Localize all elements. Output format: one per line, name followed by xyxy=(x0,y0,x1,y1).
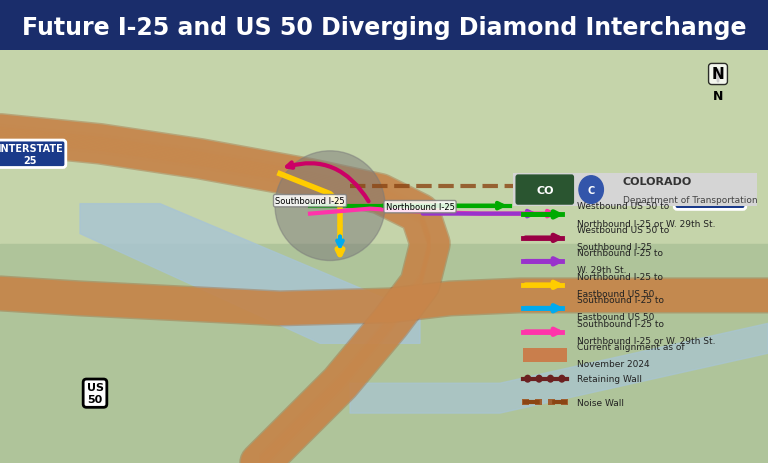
Text: US
50: US 50 xyxy=(87,382,104,404)
Text: INTERSTATE
25: INTERSTATE 25 xyxy=(677,186,743,207)
Circle shape xyxy=(559,375,564,382)
FancyBboxPatch shape xyxy=(561,399,568,406)
FancyBboxPatch shape xyxy=(521,399,529,406)
Circle shape xyxy=(536,375,542,382)
Text: Future I-25 and US 50 Diverging Diamond Interchange: Future I-25 and US 50 Diverging Diamond … xyxy=(22,16,746,40)
Text: Department of Transportation: Department of Transportation xyxy=(623,195,757,204)
Text: Eastbound US 50: Eastbound US 50 xyxy=(577,289,654,298)
FancyBboxPatch shape xyxy=(515,175,574,205)
Text: Northbound I-25 to: Northbound I-25 to xyxy=(577,249,663,257)
Text: Noise Wall: Noise Wall xyxy=(577,398,624,407)
FancyBboxPatch shape xyxy=(513,174,757,206)
Text: Eastbound US 50: Eastbound US 50 xyxy=(577,313,654,322)
FancyBboxPatch shape xyxy=(535,399,542,406)
Text: Southbound I-25 to: Southbound I-25 to xyxy=(577,295,664,305)
Bar xyxy=(0,51,768,264)
Text: Retaining Wall: Retaining Wall xyxy=(577,375,641,383)
Circle shape xyxy=(525,375,531,382)
Circle shape xyxy=(548,375,554,382)
Text: Northbound I-25 to: Northbound I-25 to xyxy=(577,272,663,281)
Polygon shape xyxy=(80,204,420,344)
Text: Westbound US 50 to: Westbound US 50 to xyxy=(577,202,669,211)
Text: Southbound I-25 to: Southbound I-25 to xyxy=(577,319,664,328)
Text: November 2024: November 2024 xyxy=(577,360,649,369)
Text: Westbound US 50 to: Westbound US 50 to xyxy=(577,225,669,234)
Text: N: N xyxy=(713,90,723,103)
Text: INTERSTATE
25: INTERSTATE 25 xyxy=(0,144,63,165)
Circle shape xyxy=(275,151,385,261)
Text: CO: CO xyxy=(536,185,554,195)
Text: N: N xyxy=(712,67,724,82)
Text: Northbound I-25: Northbound I-25 xyxy=(386,203,455,212)
Text: W. 29th St.: W. 29th St. xyxy=(577,266,626,275)
Text: Northbound I-25 or W. 29th St.: Northbound I-25 or W. 29th St. xyxy=(577,336,715,345)
Text: Southbound I-25: Southbound I-25 xyxy=(577,243,651,251)
Text: Northbound I-25 or W. 29th St.: Northbound I-25 or W. 29th St. xyxy=(577,219,715,228)
Bar xyxy=(0,244,768,463)
Text: Southbound I-25: Southbound I-25 xyxy=(275,197,345,206)
Circle shape xyxy=(579,176,604,204)
Polygon shape xyxy=(350,324,768,413)
Text: C: C xyxy=(588,185,594,195)
Text: Current alignment as of: Current alignment as of xyxy=(577,342,684,351)
Text: COLORADO: COLORADO xyxy=(623,177,692,187)
FancyBboxPatch shape xyxy=(548,399,555,406)
FancyBboxPatch shape xyxy=(523,349,567,363)
